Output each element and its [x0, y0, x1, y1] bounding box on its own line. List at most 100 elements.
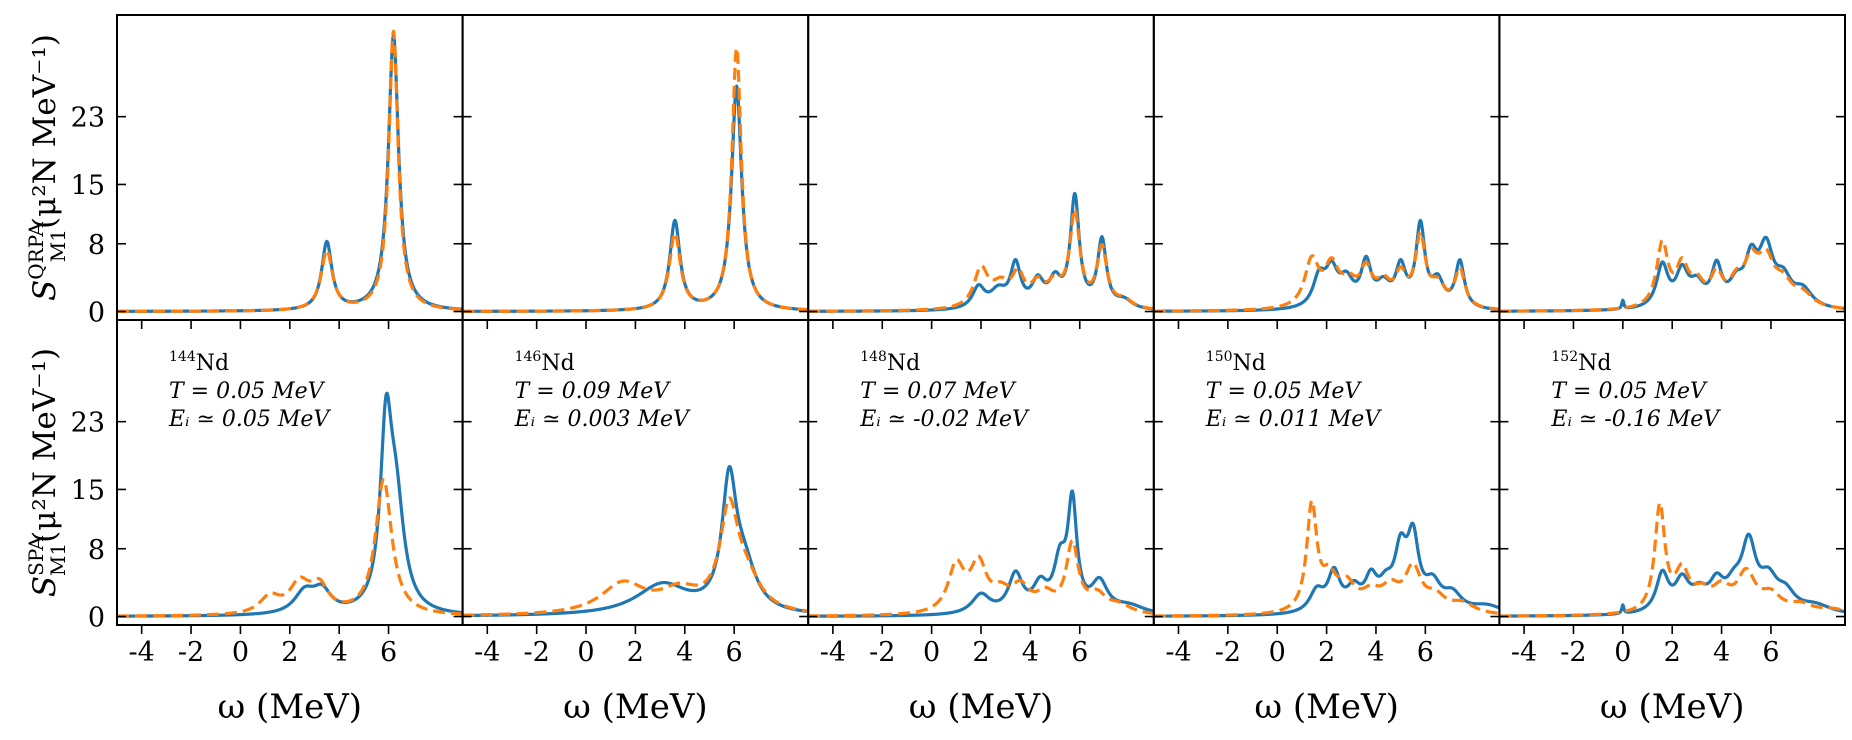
x-tick-label: 4	[1367, 637, 1384, 668]
x-tick-label: 2	[281, 637, 298, 668]
x-tick-label: 6	[1762, 637, 1779, 668]
spa-dashed-line-1	[117, 477, 463, 618]
y-axis-title: SQRPAM1(μ²N MeV⁻¹)	[24, 34, 70, 301]
qrpa-solid-line-3	[808, 191, 1154, 313]
x-tick-label: -4	[129, 637, 155, 668]
qrpa-solid-line-1	[117, 34, 463, 313]
panel-frame-4-qrpa	[1152, 14, 1501, 321]
qrpa-dashed-line-2	[462, 46, 809, 313]
panel-3-spa: -4 -2 0 2 4 6 148Nd T = 0.07 MeV Eᵢ ≃ -0.02 MeV	[807, 319, 1155, 668]
x-tick-label: 2	[972, 637, 989, 668]
panel-3-qrpa	[807, 14, 1155, 329]
x-tick-label: 4	[331, 637, 348, 668]
panel-4-qrpa	[1152, 14, 1501, 329]
nucleus-label: 146Nd	[515, 349, 575, 376]
panel-2-spa: -4 -2 0 2 4 6 146Nd T = 0.09 MeV Eᵢ ≃ 0.003 MeV	[461, 319, 810, 668]
energy-label: Eᵢ ≃ 0.05 MeV	[168, 407, 331, 432]
y-axis-title: SSPAM1(μ²N MeV⁻¹)	[24, 348, 70, 597]
energy-label: Eᵢ ≃ 0.003 MeV	[514, 407, 691, 432]
spa-dashed-line-5	[1499, 501, 1846, 618]
spa-solid-line-3	[808, 489, 1154, 618]
panel-1-spa: 0 8 15 23 -4 -2 0 2 4 6 144Nd T = 0.05 MeV Eᵢ ≃ 0.05…	[71, 319, 464, 668]
spa-solid-line-2	[462, 464, 809, 618]
x-tick-label: 4	[1713, 637, 1730, 668]
panel-frame-3-qrpa	[807, 14, 1155, 321]
qrpa-solid-line-2	[462, 84, 809, 313]
x-tick-label: 6	[1071, 637, 1088, 668]
x-tick-label: -4	[1165, 637, 1191, 668]
spa-dashed-line-2	[462, 496, 809, 617]
y-axis-titles: SQRPAM1(μ²N MeV⁻¹) SSPAM1(μ²N MeV⁻¹)	[24, 34, 70, 597]
y-tick-label: 15	[71, 170, 105, 201]
panel-5-spa: -4 -2 0 2 4 6 152Nd T = 0.05 MeV Eᵢ ≃ -0.16 MeV	[1498, 319, 1847, 668]
qrpa-dashed-line-5	[1499, 238, 1846, 313]
panel-frame-5-qrpa	[1498, 14, 1847, 321]
x-tick-label: -4	[474, 637, 500, 668]
x-tick-label: 0	[923, 637, 940, 668]
x-tick-label: 6	[726, 637, 743, 668]
qrpa-solid-line-4	[1153, 218, 1500, 313]
panel-5-qrpa	[1498, 14, 1847, 329]
qrpa-dashed-line-3	[808, 207, 1154, 313]
panel-1-qrpa: 0 8 15 23	[71, 14, 464, 329]
temperature-label: T = 0.07 MeV	[860, 379, 1017, 404]
temperature-label: T = 0.05 MeV	[1551, 379, 1708, 404]
panel-frame-5-spa	[1498, 319, 1847, 626]
energy-label: Eᵢ ≃ -0.16 MeV	[1550, 407, 1721, 432]
x-tick-label: 6	[1417, 637, 1434, 668]
qrpa-dashed-line-1	[117, 29, 463, 313]
energy-label: Eᵢ ≃ 0.011 MeV	[1205, 407, 1382, 432]
panel-4-spa: -4 -2 0 2 4 6 150Nd T = 0.05 MeV Eᵢ ≃ 0.011 MeV	[1152, 319, 1501, 668]
x-tick-label: 6	[380, 637, 397, 668]
x-tick-label: 0	[1614, 637, 1631, 668]
panel-frame-4-spa	[1152, 319, 1501, 626]
x-axis-title: ω (MeV)	[218, 687, 363, 727]
y-tick-label: 23	[71, 103, 105, 134]
spa-solid-line-5	[1499, 532, 1846, 618]
y-tick-label: 23	[71, 408, 105, 439]
nucleus-label: 150Nd	[1206, 349, 1266, 376]
x-tick-label: -4	[820, 637, 846, 668]
spa-solid-line-4	[1153, 521, 1500, 618]
energy-label: Eᵢ ≃ -0.02 MeV	[859, 407, 1030, 432]
y-tick-label: 8	[88, 535, 105, 566]
x-tick-label: 0	[577, 637, 594, 668]
x-tick-label: -4	[1511, 637, 1537, 668]
qrpa-dashed-line-4	[1153, 230, 1500, 313]
x-tick-label: -2	[869, 637, 895, 668]
x-axis-title: ω (MeV)	[563, 687, 708, 727]
x-axis-title: ω (MeV)	[1600, 687, 1745, 727]
temperature-label: T = 0.09 MeV	[515, 379, 672, 404]
y-tick-label: 0	[88, 298, 105, 329]
x-tick-label: 4	[676, 637, 693, 668]
x-axis-title: ω (MeV)	[909, 687, 1054, 727]
x-tick-label: -2	[1215, 637, 1241, 668]
y-tick-label: 15	[71, 475, 105, 506]
temperature-label: T = 0.05 MeV	[169, 379, 326, 404]
panel-2-qrpa	[461, 14, 810, 329]
spa-dashed-line-3	[808, 538, 1154, 618]
nucleus-label: 152Nd	[1551, 349, 1611, 376]
x-tick-label: 0	[1269, 637, 1286, 668]
spa-dashed-line-4	[1153, 498, 1500, 618]
panels: 0 8 15 23 0 8 15 23 -4 -2 0 2 4 6 144Nd T = 0.05 MeV Eᵢ …	[71, 14, 1847, 668]
x-axis-title: ω (MeV)	[1254, 687, 1399, 727]
x-tick-label: -2	[178, 637, 204, 668]
temperature-label: T = 0.05 MeV	[1206, 379, 1363, 404]
x-axis-titles: ω (MeV) ω (MeV) ω (MeV) ω (MeV) ω (MeV)	[218, 687, 1745, 727]
x-tick-label: -2	[524, 637, 550, 668]
x-tick-label: 2	[1318, 637, 1335, 668]
x-tick-label: 2	[1664, 637, 1681, 668]
x-tick-label: 2	[627, 637, 644, 668]
panel-frame-2-qrpa	[461, 14, 810, 321]
x-tick-label: 4	[1022, 637, 1039, 668]
qrpa-solid-line-5	[1499, 235, 1846, 313]
y-tick-label: 8	[88, 230, 105, 261]
y-tick-label: 0	[88, 603, 105, 634]
nucleus-label: 144Nd	[169, 349, 229, 376]
panel-frame-1-spa	[116, 319, 464, 626]
x-tick-label: -2	[1560, 637, 1586, 668]
x-tick-label: 0	[232, 637, 249, 668]
nucleus-label: 148Nd	[860, 349, 920, 376]
